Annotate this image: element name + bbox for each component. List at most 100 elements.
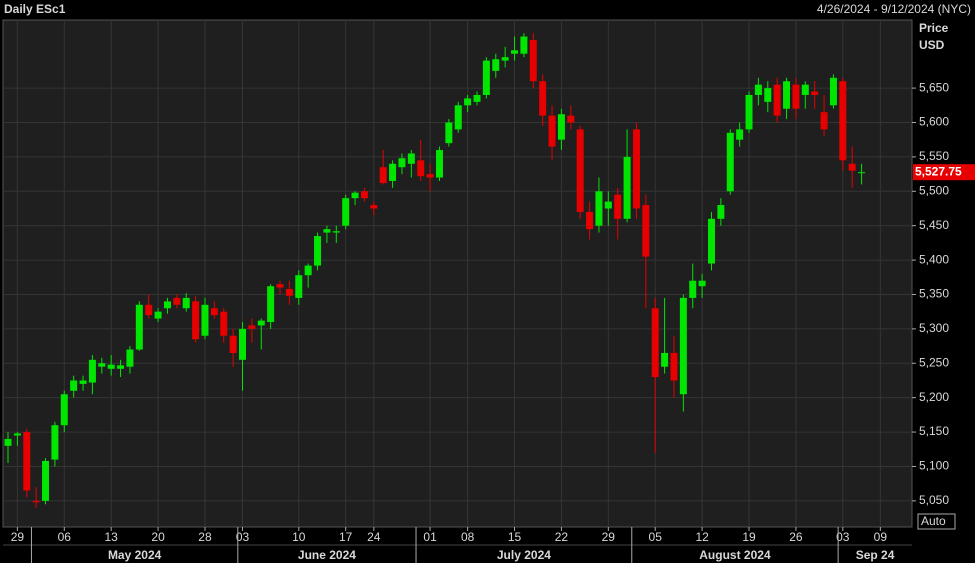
candle-body — [426, 174, 434, 178]
candle-body — [117, 365, 125, 369]
x-tick-label: 24 — [367, 530, 381, 544]
candle-body — [88, 359, 96, 383]
candle-body — [407, 153, 415, 164]
candle-body — [248, 325, 256, 329]
candle-body — [698, 280, 706, 287]
candle-body — [351, 192, 359, 199]
candle-body — [98, 363, 106, 367]
candle-body — [736, 129, 744, 140]
candle-body — [679, 297, 687, 395]
month-label: June 2024 — [298, 548, 356, 562]
x-tick-label: 09 — [874, 530, 888, 544]
y-axis-title: Price — [919, 21, 949, 35]
candle-body — [135, 304, 143, 350]
x-tick-label: 15 — [508, 530, 522, 544]
candle-body — [623, 156, 631, 219]
candle-body — [764, 88, 772, 102]
candle-body — [792, 84, 800, 109]
candle-body — [576, 129, 584, 212]
candle-body — [285, 288, 293, 296]
y-tick-label: 5,350 — [919, 287, 949, 301]
x-tick-label: 28 — [198, 530, 212, 544]
candle-body — [604, 201, 612, 209]
x-tick-label: 12 — [695, 530, 709, 544]
x-tick-label: 22 — [555, 530, 569, 544]
candle-body — [229, 335, 237, 353]
x-tick-label: 01 — [423, 530, 437, 544]
y-tick-label: 5,100 — [919, 459, 949, 473]
candle-body — [13, 433, 21, 436]
candle-body — [379, 167, 387, 184]
candle-body — [398, 158, 406, 168]
x-tick-label: 05 — [649, 530, 663, 544]
candle-body — [332, 231, 340, 233]
candle-body — [670, 352, 678, 381]
x-tick-label: 08 — [461, 530, 475, 544]
candle-body — [295, 275, 303, 298]
x-tick-label: 03 — [236, 530, 250, 544]
candle-body — [811, 91, 819, 95]
x-tick-label: 10 — [292, 530, 306, 544]
scale-button[interactable] — [917, 513, 956, 530]
month-label: Sep 24 — [856, 548, 895, 562]
candle-body — [163, 301, 171, 309]
y-tick-label: 5,300 — [919, 321, 949, 335]
x-tick-label: 29 — [602, 530, 616, 544]
candle-body — [473, 94, 481, 102]
candle-body — [79, 380, 87, 384]
candle-body — [220, 311, 228, 336]
candle-body — [848, 163, 856, 171]
candle-body — [501, 57, 509, 61]
x-tick-label: 19 — [742, 530, 756, 544]
candle-body — [154, 311, 162, 319]
candle-body — [23, 432, 31, 491]
y-tick-label: 5,050 — [919, 493, 949, 507]
y-tick-label: 5,150 — [919, 424, 949, 438]
candle-body — [557, 114, 565, 140]
candle-body — [482, 60, 490, 95]
candle-body — [370, 205, 378, 209]
candle-body — [107, 364, 115, 369]
month-label: July 2024 — [497, 548, 551, 562]
chart-title: Daily ESc1 — [4, 2, 66, 16]
candle-body — [511, 50, 519, 54]
candle-body — [539, 81, 547, 116]
y-tick-label: 5,450 — [919, 218, 949, 232]
y-tick-label: 5,250 — [919, 355, 949, 369]
candle-body — [642, 205, 650, 257]
candle-body — [820, 112, 828, 130]
candle-body — [192, 301, 200, 340]
candle-body — [210, 308, 218, 316]
candle-body — [754, 84, 762, 95]
last-price-label: 5,527.75 — [915, 164, 962, 178]
candle-body — [32, 500, 40, 503]
candle-body — [239, 328, 246, 360]
candle-body — [276, 284, 284, 288]
candle-body — [417, 160, 425, 177]
x-tick-label: 13 — [105, 530, 119, 544]
date-range: 4/26/2024 - 9/12/2024 (NYC) — [817, 2, 971, 16]
y-tick-label: 5,400 — [919, 252, 949, 266]
candle-body — [773, 84, 781, 116]
x-tick-label: 17 — [339, 530, 353, 544]
candle-body — [201, 304, 209, 336]
x-tick-label: 29 — [11, 530, 25, 544]
candle-body — [454, 105, 462, 130]
candle-body — [267, 286, 275, 322]
candle-body — [708, 218, 715, 264]
candle-body — [445, 122, 453, 144]
candle-body — [595, 191, 603, 226]
candle-body — [314, 236, 322, 266]
scale-mode[interactable]: Auto — [921, 514, 946, 528]
candle-body — [689, 280, 697, 298]
x-tick-label: 03 — [836, 530, 850, 544]
y-tick-label: 5,650 — [919, 80, 949, 94]
y-tick-label: 5,550 — [919, 149, 949, 163]
y-tick-label: 5,200 — [919, 390, 949, 404]
candle-body — [389, 163, 397, 181]
month-label: May 2024 — [108, 548, 162, 562]
candle-body — [717, 205, 725, 219]
candle-body — [4, 438, 12, 446]
